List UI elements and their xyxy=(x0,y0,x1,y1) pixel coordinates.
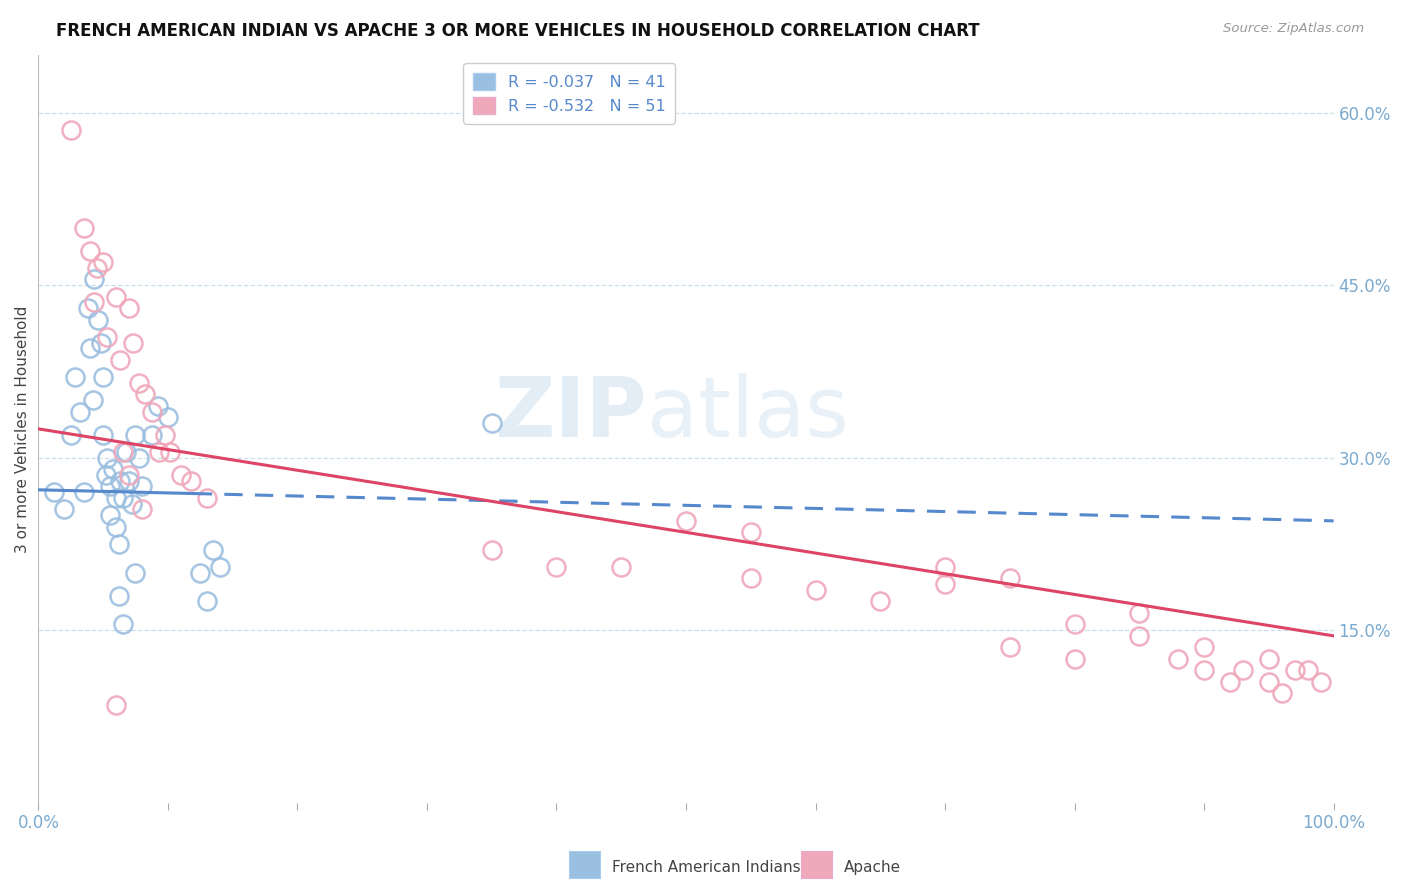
Text: atlas: atlas xyxy=(647,374,849,454)
Text: Apache: Apache xyxy=(844,860,901,874)
Text: FRENCH AMERICAN INDIAN VS APACHE 3 OR MORE VEHICLES IN HOUSEHOLD CORRELATION CHA: FRENCH AMERICAN INDIAN VS APACHE 3 OR MO… xyxy=(56,22,980,40)
Legend: R = -0.037   N = 41, R = -0.532   N = 51: R = -0.037 N = 41, R = -0.532 N = 51 xyxy=(464,63,675,123)
Text: ZIP: ZIP xyxy=(495,374,647,454)
Y-axis label: 3 or more Vehicles in Household: 3 or more Vehicles in Household xyxy=(15,305,30,552)
Text: Source: ZipAtlas.com: Source: ZipAtlas.com xyxy=(1223,22,1364,36)
Text: French American Indians: French American Indians xyxy=(612,860,800,874)
